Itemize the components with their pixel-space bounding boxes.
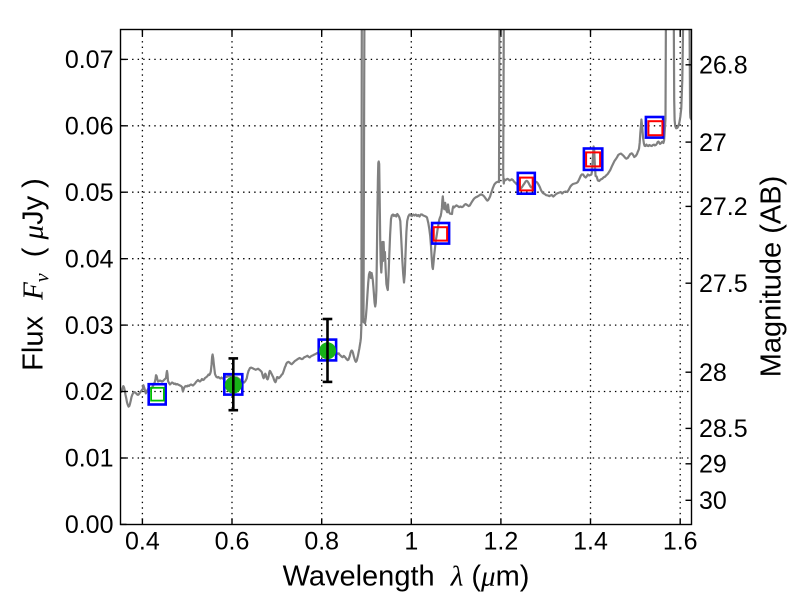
svg-text:1: 1 [404,528,418,556]
svg-text:1.6: 1.6 [663,528,698,556]
svg-text:0.00: 0.00 [65,511,114,539]
svg-text:27: 27 [699,129,727,157]
svg-text:1.2: 1.2 [484,528,519,556]
svg-text:Magnitude (AB): Magnitude (AB) [756,176,788,378]
svg-text:0.6: 0.6 [215,528,250,556]
svg-text:27.5: 27.5 [699,270,748,298]
svg-text:0.05: 0.05 [65,179,114,207]
svg-text:30: 30 [699,487,727,515]
svg-text:0.02: 0.02 [65,378,114,406]
svg-text:0.04: 0.04 [65,245,114,273]
svg-text:28: 28 [699,359,727,387]
svg-text:0.03: 0.03 [65,312,114,340]
svg-text:27.2: 27.2 [699,193,748,221]
svg-text:26.8: 26.8 [699,52,748,80]
svg-text:0.8: 0.8 [304,528,339,556]
svg-text:0.4: 0.4 [125,528,160,556]
svg-text:28.5: 28.5 [699,415,748,443]
svg-text:0.01: 0.01 [65,445,114,473]
svg-text:Wavelength λ (μm): Wavelength λ (μm) [283,561,530,593]
svg-text:0.07: 0.07 [65,46,114,74]
svg-text:1.4: 1.4 [573,528,608,556]
svg-text:0.06: 0.06 [65,113,114,141]
svg-text:29: 29 [699,451,727,479]
